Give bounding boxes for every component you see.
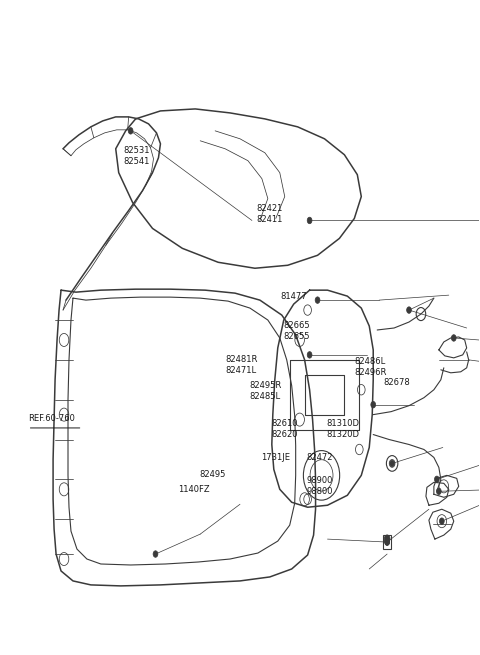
Circle shape: [307, 352, 312, 358]
Bar: [383, 535, 391, 550]
Circle shape: [407, 307, 411, 313]
Text: 1731JE: 1731JE: [262, 453, 290, 462]
Text: REF.60-760: REF.60-760: [28, 413, 74, 422]
Text: 82678: 82678: [383, 379, 410, 387]
Circle shape: [390, 460, 395, 466]
Text: 82495R
82485L: 82495R 82485L: [250, 381, 282, 401]
Text: 82486L
82496R: 82486L 82496R: [355, 357, 387, 377]
Text: 98900
98800: 98900 98800: [307, 476, 333, 496]
Circle shape: [385, 539, 390, 546]
Circle shape: [384, 535, 390, 543]
Circle shape: [451, 335, 456, 341]
Circle shape: [128, 128, 133, 134]
Text: 82421
82411: 82421 82411: [257, 204, 283, 223]
Text: 82610
82620: 82610 82620: [271, 419, 298, 439]
Circle shape: [153, 551, 158, 557]
Circle shape: [439, 518, 444, 525]
Circle shape: [371, 402, 376, 408]
Text: 82481R
82471L: 82481R 82471L: [226, 355, 258, 375]
Text: 82495: 82495: [199, 470, 226, 479]
Circle shape: [436, 488, 441, 495]
Text: 81477: 81477: [281, 291, 307, 301]
Text: 82472: 82472: [307, 453, 333, 462]
Circle shape: [434, 476, 439, 483]
Text: 82531
82541: 82531 82541: [123, 146, 150, 166]
Circle shape: [307, 217, 312, 224]
Text: 82665
82655: 82665 82655: [283, 321, 310, 341]
Circle shape: [385, 539, 390, 546]
Text: 1140FZ: 1140FZ: [178, 485, 210, 495]
Circle shape: [315, 297, 320, 303]
Text: 81310D
81320D: 81310D 81320D: [326, 419, 359, 439]
